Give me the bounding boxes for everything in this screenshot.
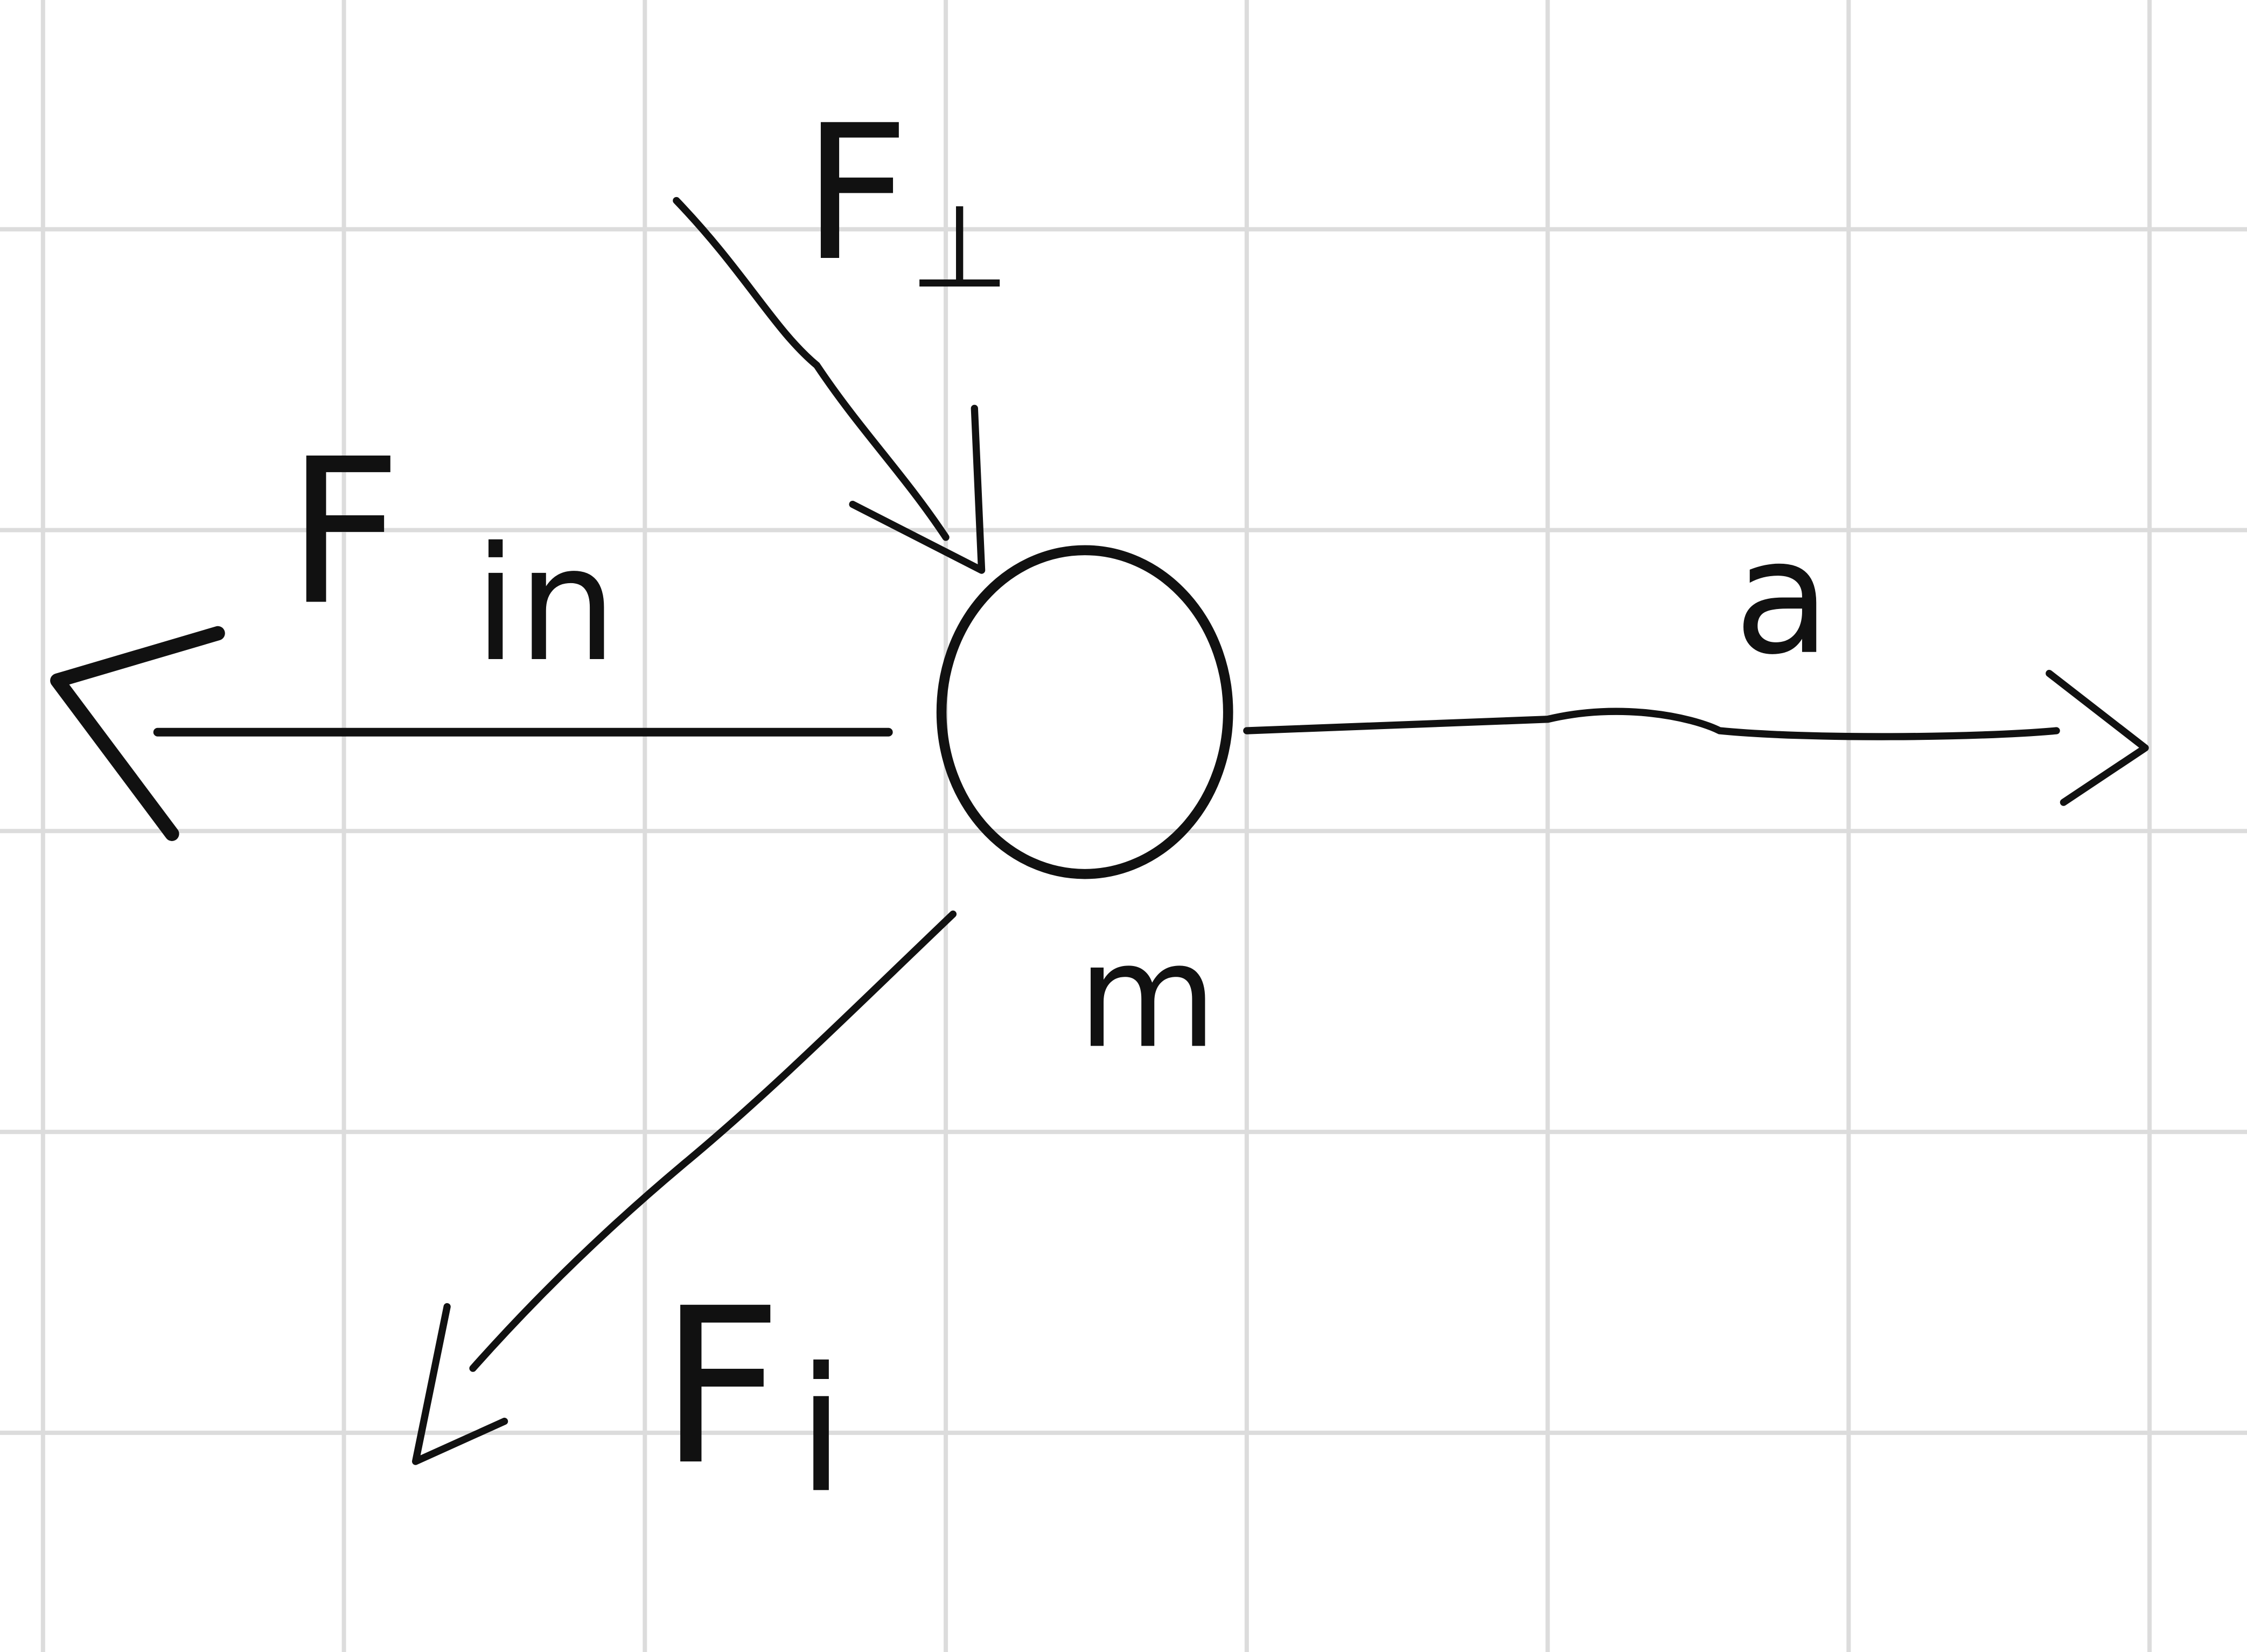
label-main: F <box>659 1263 783 1513</box>
arrow-f-perp <box>673 197 986 574</box>
label-sub: i <box>797 1331 845 1531</box>
label-sub: in <box>473 513 617 697</box>
label-main: F <box>802 85 910 302</box>
label-m: m <box>1078 913 1217 1080</box>
arrow-f-in <box>50 626 893 841</box>
label-f-perp: F⊥ <box>802 85 1009 314</box>
mass <box>936 545 1233 879</box>
label-sub: ⊥ <box>910 180 1009 314</box>
label-main: F <box>287 416 402 649</box>
label-a: a <box>1734 506 1830 690</box>
arrow-a <box>1243 669 2149 806</box>
arrow-f-i <box>411 910 957 1465</box>
